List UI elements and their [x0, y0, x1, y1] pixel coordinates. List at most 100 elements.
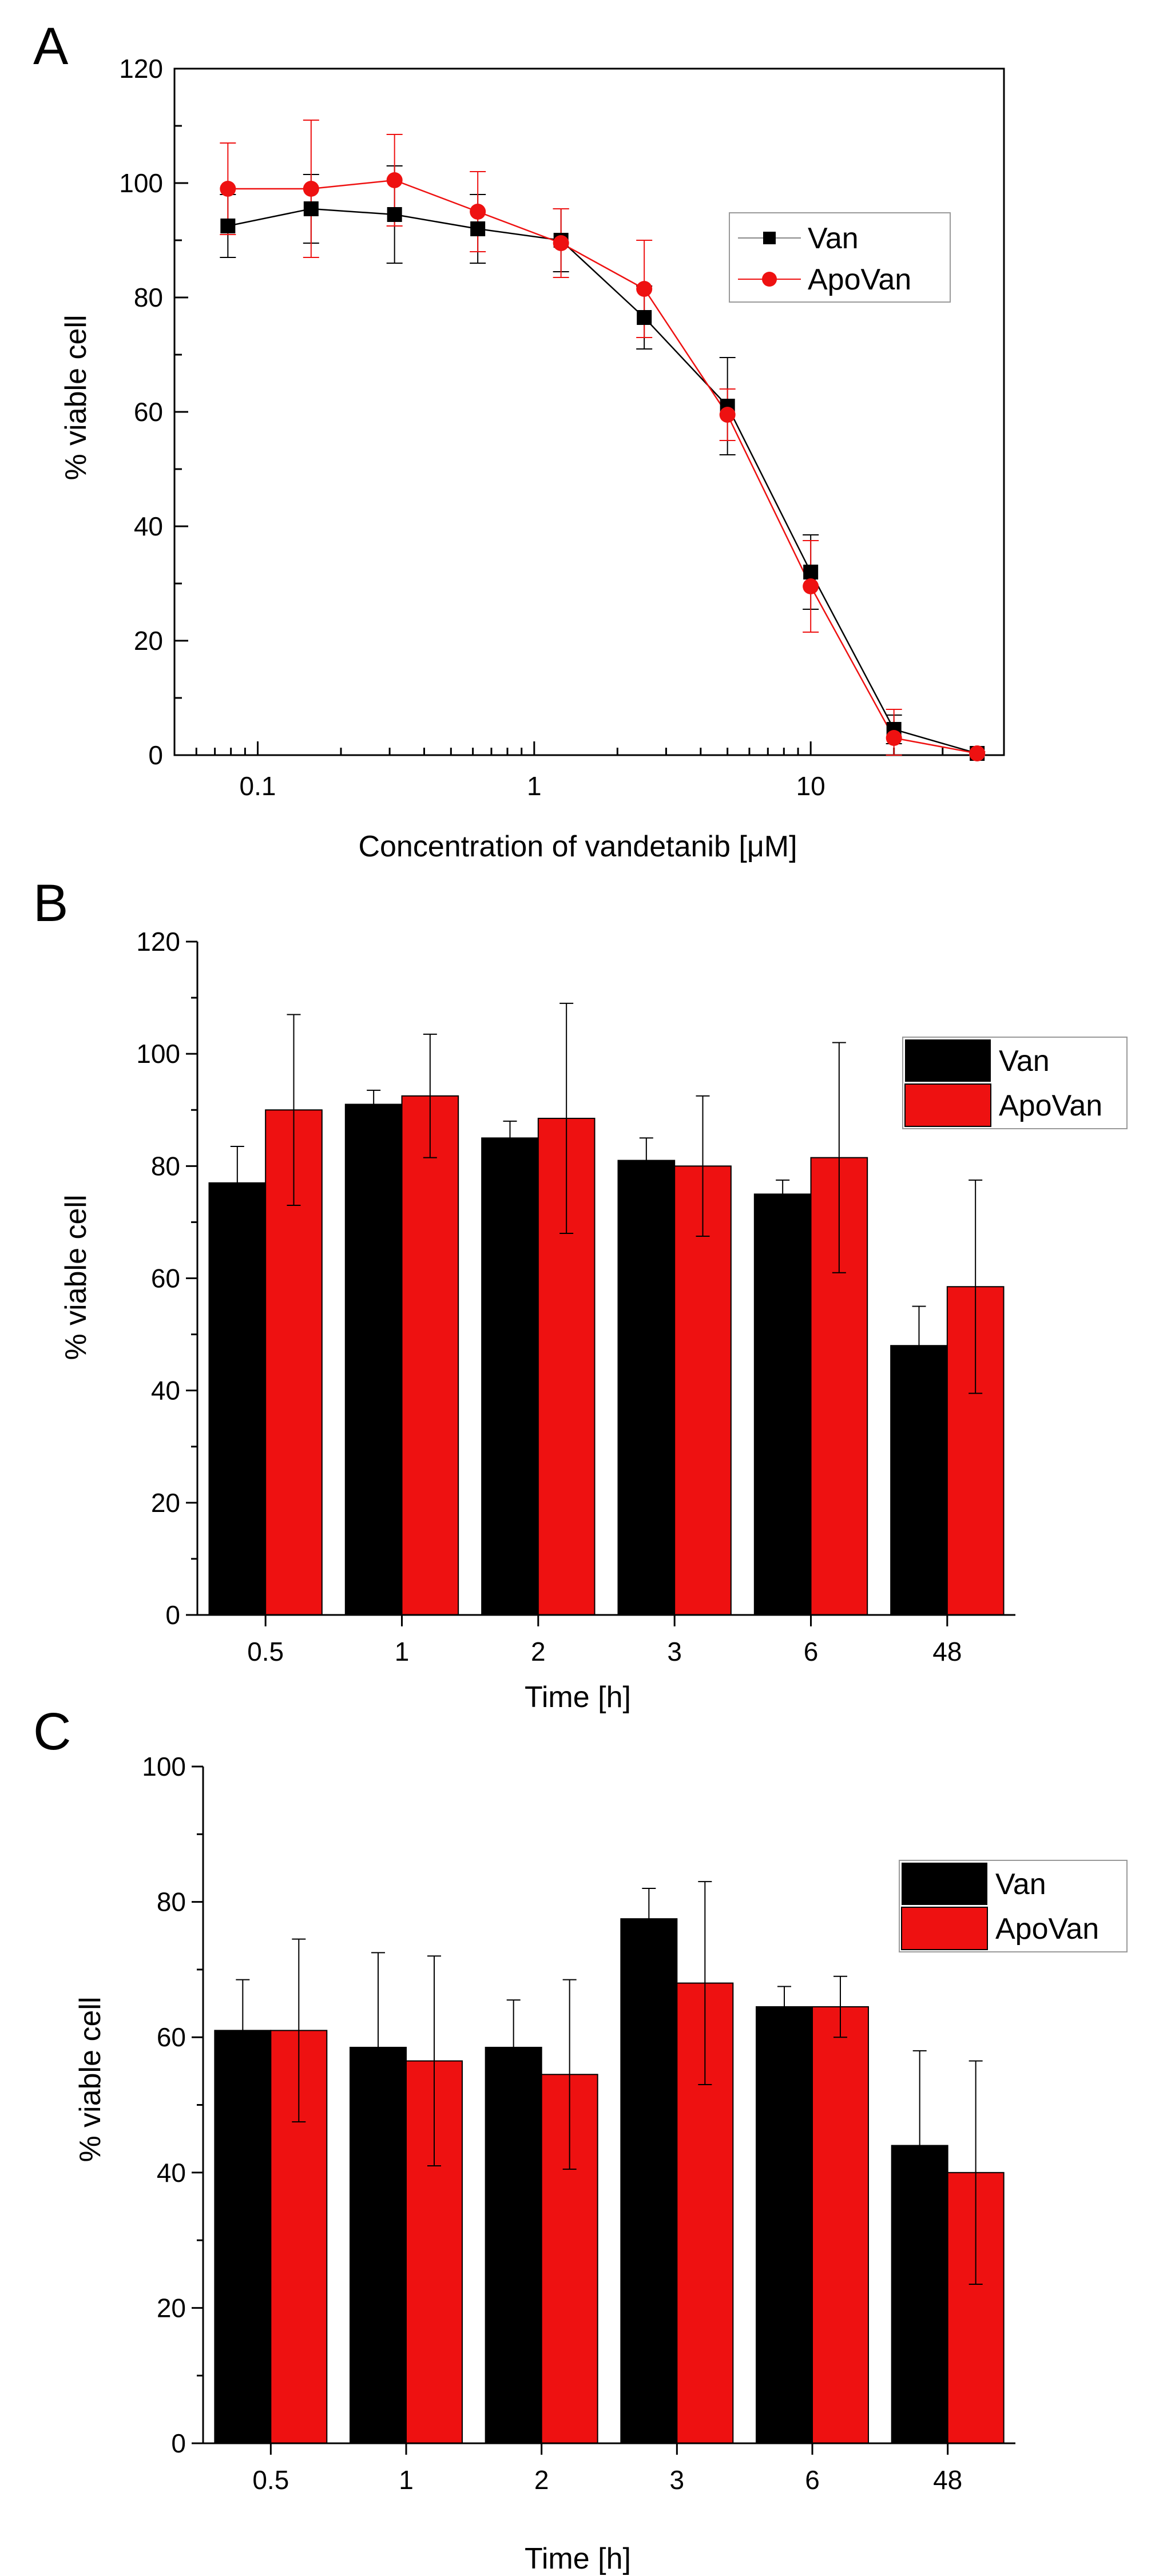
panel-a-apovan-point	[220, 181, 236, 197]
panel-b-legend-van-label: Van	[999, 1045, 1050, 1078]
panel-a-apovan-point	[553, 235, 569, 251]
panel-a-apovan-point	[636, 281, 653, 297]
panel-b-apovan-error-bar	[559, 1002, 574, 1235]
panel-a-legend-van-square-icon	[763, 232, 776, 244]
panel-b-letter: B	[33, 874, 68, 932]
panel-c-van-error-bar	[912, 2050, 927, 2241]
panel-b-y-tick-label: 80	[151, 1151, 180, 1181]
panel-b-van-bar	[617, 1160, 676, 1616]
panel-c-apovan-error-bar	[698, 1881, 712, 2086]
panel-c-x-axis-title: Time [h]	[525, 2542, 631, 2575]
panel-c-apovan-bar	[812, 2006, 869, 2444]
panel-a-y-tick-label: 80	[134, 283, 163, 312]
panel-b-legend-van-swatch	[905, 1039, 991, 1082]
panel-b-van-error-bar	[912, 1305, 926, 1386]
panel-c-y-axis: 0 20 40 60 80 100	[142, 1752, 203, 2458]
panel-b-y-tick-label: 120	[136, 927, 180, 956]
panel-c-x-tick-label: 6	[805, 2465, 820, 2495]
panel-c-y-tick-label: 60	[157, 2022, 186, 2052]
panel-c-x-tick-label: 2	[534, 2465, 549, 2495]
panel-a-y-axis: 0 20 40 60 80 100 120	[119, 54, 188, 770]
panel-a-x-axis-title: Concentration of vandetanib [μM]	[358, 830, 797, 863]
panel-c-y-axis-title: % viable cell	[74, 1997, 107, 2162]
panel-c-x-tick-label: 0.5	[252, 2465, 289, 2495]
panel-b-legend-apovan-label: ApoVan	[999, 1089, 1102, 1122]
panel-c-plot-area	[214, 1881, 1005, 2444]
panel-c-van-bar	[214, 2030, 272, 2444]
panel-a-y-tick-label: 60	[134, 397, 163, 427]
panel-b-apovan-bar	[401, 1095, 459, 1616]
panel-c-apovan-error-bar	[562, 1979, 577, 2170]
panel-c-x-tick-label: 1	[399, 2465, 414, 2495]
panel-a-y-tick-label: 20	[134, 626, 163, 656]
panel-c-y-tick-label: 80	[157, 1887, 186, 1917]
panel-c-legend-van-swatch	[902, 1863, 987, 1905]
panel-a-van-point	[803, 565, 819, 579]
panel-c-y-tick-label: 20	[157, 2293, 186, 2323]
panel-b-y-axis: 0 20 40 60 80 100 120	[136, 927, 197, 1630]
panel-c-legend-apovan-label: ApoVan	[995, 1912, 1099, 1946]
panel-a-apovan-point	[470, 204, 486, 220]
panel-a-y-tick-label: 120	[119, 54, 163, 84]
panel-a-apovan-point	[886, 730, 902, 746]
panel-b-x-axis-title: Time [h]	[525, 1681, 631, 1714]
panel-b-van-bar	[208, 1182, 267, 1616]
panel-c-letter: C	[33, 1702, 71, 1761]
panel-b-apovan-error-bar	[968, 1179, 983, 1394]
panel-c-y-tick-label: 40	[157, 2158, 186, 2188]
panel-a-x-tick-label: 10	[796, 771, 825, 801]
panel-b-van-bar	[344, 1104, 403, 1616]
panel-a-plot-frame	[173, 68, 1005, 756]
panel-a-y-tick-label: 40	[134, 511, 163, 541]
panel-b-van-bar	[890, 1345, 948, 1616]
panel-a-legend: Van ApoVan	[729, 212, 951, 303]
panel-b-van-error-bar	[367, 1089, 381, 1119]
panel-c-x-tick-label: 48	[933, 2465, 962, 2495]
panel-b-van-bar	[753, 1193, 812, 1616]
panel-a-van-point	[637, 310, 652, 325]
panel-b-van-error-bar	[503, 1120, 517, 1156]
panel-a-legend-box	[729, 212, 951, 303]
panel-c-x-tick-label: 3	[670, 2465, 685, 2495]
panel-a-x-title-mu: μ	[747, 830, 764, 863]
panel-c-x-axis: 0.5 1 2 3 6 48	[252, 2443, 962, 2495]
panel-b-apovan-error-bar	[832, 1042, 846, 1273]
panel-a-van-point	[470, 221, 486, 236]
panel-b-van-error-bar	[639, 1137, 653, 1184]
panel-b-apovan-error-bar	[423, 1033, 437, 1158]
panel-a-van-point	[220, 219, 236, 233]
panel-a-apovan-point	[803, 578, 819, 594]
panel-c-van-error-bar	[236, 1979, 250, 2082]
panel-a-y-tick-label: 0	[148, 740, 163, 770]
panel-b-x-tick-label: 3	[667, 1637, 682, 1666]
panel-c-legend-apovan-swatch	[901, 1907, 988, 1950]
panel-b-x-tick-label: 0.5	[247, 1637, 284, 1666]
panel-b-van-error-bar	[776, 1179, 790, 1209]
panel-a-x-tick-label: 1	[527, 771, 542, 801]
panel-b-x-tick-label: 6	[804, 1637, 819, 1666]
panel-b-bar-chart: B 0 20 40 60 80 100 120 0.5 1 2 3 6 48 % viable cel…	[33, 874, 1128, 1714]
panel-b-apovan-error-bar	[696, 1095, 710, 1237]
panel-a-x-title-tail: M]	[764, 830, 797, 863]
panel-a-y-tick-label: 100	[119, 168, 163, 198]
panel-a-x-tick-label: 0.1	[240, 771, 276, 801]
panel-b-y-tick-label: 20	[151, 1488, 180, 1518]
panel-b-van-bar	[481, 1137, 539, 1616]
panel-b-x-axis: 0.5 1 2 3 6 48	[247, 1615, 962, 1666]
panel-b-y-tick-label: 0	[165, 1600, 180, 1630]
panel-c-bar-chart: C 0 20 40 60 80 100 0.5 1 2 3 6 48 % viable cell T…	[33, 1702, 1128, 2575]
panel-a-apovan-series-line	[228, 179, 978, 755]
panel-c-van-error-bar	[371, 1952, 386, 2143]
panel-a-van-series-line	[228, 208, 978, 755]
panel-a-legend-van-label: Van	[808, 222, 859, 255]
panel-c-van-bar	[620, 1918, 678, 2444]
panel-b-plot-area	[208, 1002, 1005, 1616]
panel-c-y-tick-label: 100	[142, 1752, 186, 1781]
panel-a-van-point	[387, 207, 402, 222]
panel-b-van-error-bar	[230, 1146, 244, 1220]
panel-b-y-tick-label: 60	[151, 1264, 180, 1293]
panel-c-legend: Van ApoVan	[899, 1860, 1128, 1952]
panel-b-x-tick-label: 2	[531, 1637, 546, 1666]
panel-b-y-tick-label: 40	[151, 1376, 180, 1406]
